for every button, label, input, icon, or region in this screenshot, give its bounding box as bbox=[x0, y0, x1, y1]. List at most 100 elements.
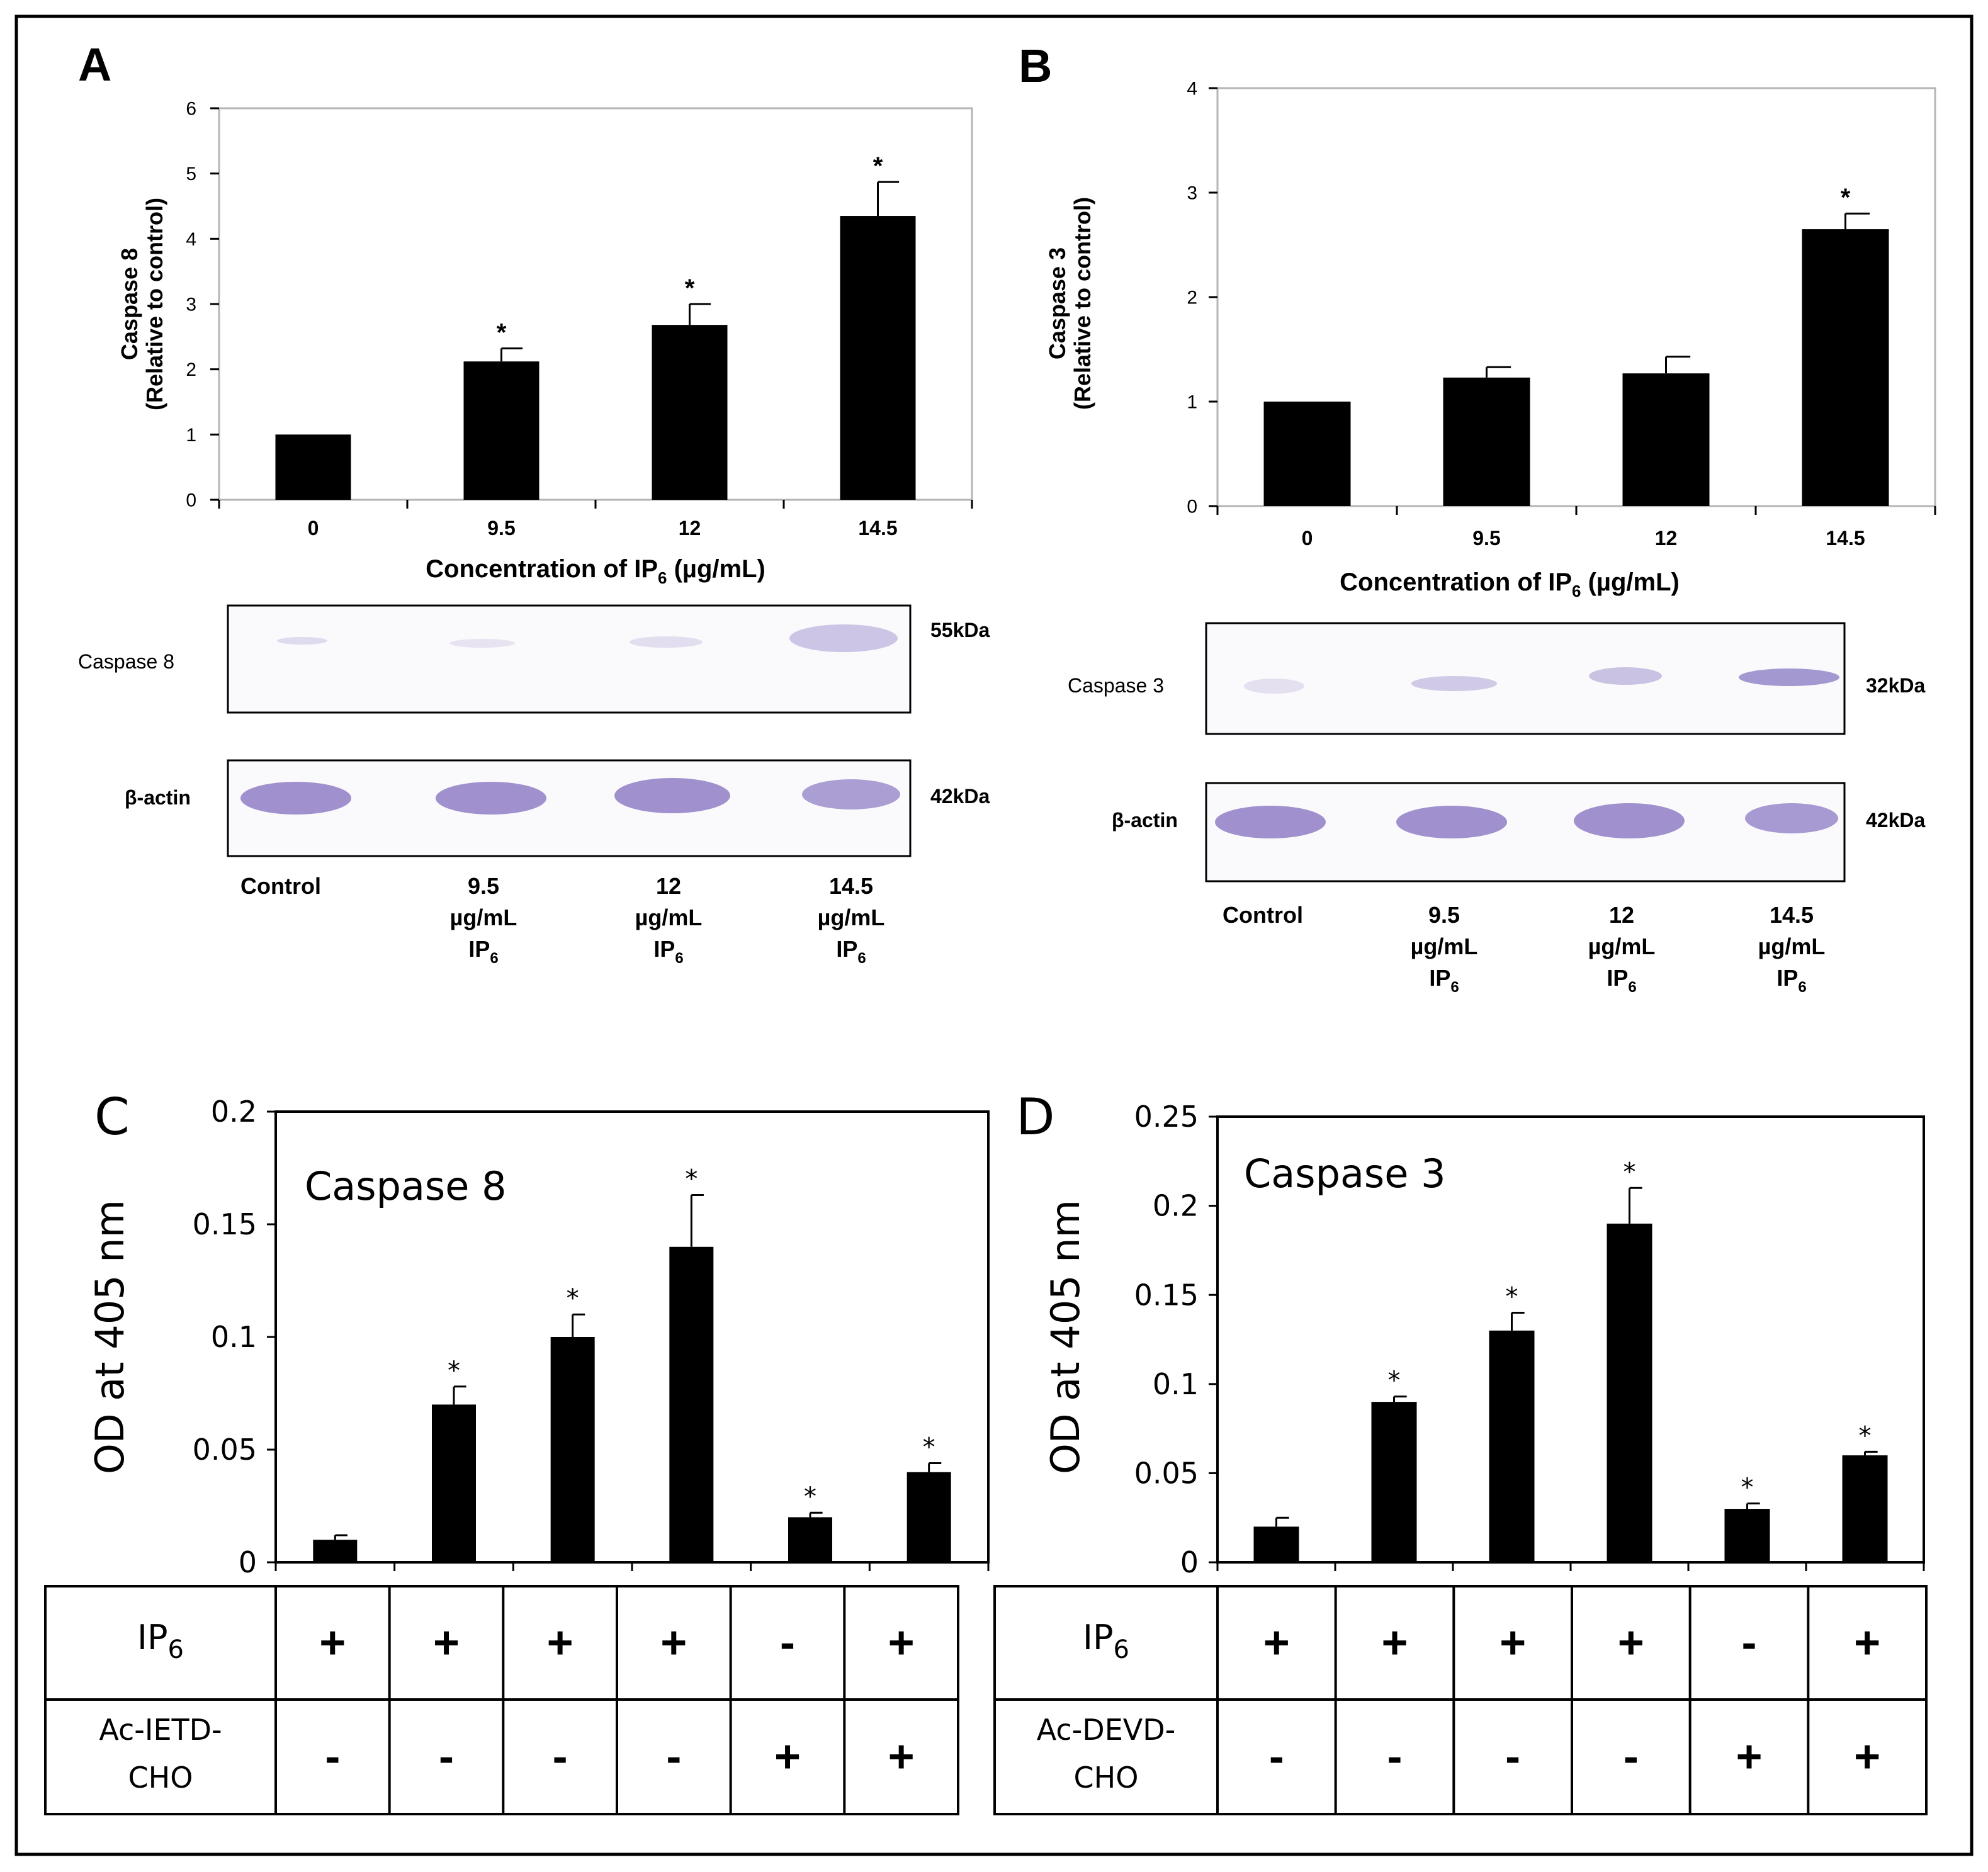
table-row-label: IP6 bbox=[1083, 1618, 1129, 1664]
panel-c-bars: * * * * * bbox=[274, 1164, 990, 1571]
significance-star: * bbox=[923, 1433, 935, 1462]
bar bbox=[1724, 1509, 1770, 1562]
panel-b-x-label-main: Concentration of IP bbox=[1340, 568, 1572, 596]
table-cell: - bbox=[1269, 1732, 1284, 1782]
lane-label-line: µg/mL bbox=[1411, 933, 1478, 959]
table-cell: + bbox=[433, 1618, 460, 1668]
table-cell: - bbox=[780, 1618, 795, 1668]
x-tick-label: 9.5 bbox=[487, 517, 515, 539]
table-cell: + bbox=[1381, 1618, 1408, 1668]
table-row-label: Ac-DEVD- bbox=[1037, 1713, 1176, 1747]
panel-c-treatment-table: IP6 Ac-IETD- CHO + + + + - + - - - - + + bbox=[44, 1585, 959, 1815]
panel-a-y-label-2: (Relative to control) bbox=[142, 198, 167, 410]
lane-label-line: µg/mL bbox=[1588, 933, 1656, 959]
panel-a-x-tick-labels: 0 9.5 12 14.5 bbox=[308, 517, 898, 539]
y-tick-label: 0.2 bbox=[211, 1095, 257, 1129]
significance-star: * bbox=[1506, 1283, 1518, 1312]
x-tick-label: 9.5 bbox=[1472, 527, 1500, 550]
bar bbox=[788, 1517, 832, 1562]
bar bbox=[1443, 377, 1530, 506]
lane-label-line: IP6 bbox=[1429, 965, 1459, 996]
table-row-label-sub: 6 bbox=[168, 1635, 184, 1664]
table-cell: - bbox=[1387, 1732, 1403, 1782]
bar bbox=[1622, 373, 1710, 506]
y-tick-label: 3 bbox=[1187, 183, 1197, 204]
lane-label-line: Control bbox=[240, 873, 321, 899]
y-tick-label: 4 bbox=[1187, 79, 1197, 99]
significance-star: * bbox=[873, 152, 883, 180]
panel-a-band-target-3 bbox=[630, 636, 703, 648]
panel-c-title: Caspase 8 bbox=[305, 1163, 507, 1209]
y-tick-label: 0 bbox=[239, 1545, 257, 1579]
lane-label-line: 9.5 bbox=[1428, 902, 1460, 928]
y-tick-label: 1 bbox=[1187, 392, 1197, 413]
panel-a-x-label-unit: (µg/mL) bbox=[667, 555, 765, 583]
table-cell: + bbox=[319, 1618, 346, 1668]
lane-label-line: IP6 bbox=[1776, 965, 1806, 996]
lane-label-ip-sub: 6 bbox=[1798, 979, 1806, 996]
y-tick-label: 0 bbox=[1180, 1545, 1199, 1579]
lane-label-ip: IP bbox=[836, 936, 857, 962]
table-row-label: IP6 bbox=[137, 1618, 184, 1664]
panel-b-blot-actin-label: β-actin bbox=[1112, 809, 1178, 832]
panel-a-band-actin-2 bbox=[436, 782, 546, 815]
bar bbox=[1842, 1455, 1888, 1562]
lane-label-line: IP6 bbox=[468, 936, 498, 967]
table-cell: - bbox=[325, 1732, 340, 1782]
y-tick-label: 0.05 bbox=[193, 1433, 257, 1467]
significance-star: * bbox=[1741, 1474, 1754, 1503]
bar bbox=[275, 434, 351, 500]
panel-d-treatment-table: IP6 Ac-DEVD- CHO + + + + - + - - - - + + bbox=[993, 1585, 1928, 1815]
x-tick-label: 12 bbox=[1655, 527, 1678, 550]
panel-b-band-target-3 bbox=[1589, 667, 1662, 685]
table-cell: - bbox=[1624, 1732, 1639, 1782]
panel-a-y-label: Caspase 8 bbox=[116, 248, 142, 360]
significance-star: * bbox=[1624, 1158, 1636, 1187]
lane-label-ip-sub: 6 bbox=[1450, 979, 1459, 996]
panel-label-d: D bbox=[1016, 1088, 1055, 1146]
y-tick-label: 0 bbox=[1187, 497, 1197, 517]
significance-star: * bbox=[448, 1356, 460, 1385]
y-tick-label: 0.25 bbox=[1134, 1100, 1199, 1134]
lane-label-line: IP6 bbox=[836, 936, 866, 967]
panel-b-x-label-unit: (µg/mL) bbox=[1581, 568, 1680, 596]
panel-a-band-target-4 bbox=[789, 624, 898, 652]
table-cell: - bbox=[1742, 1618, 1757, 1668]
panel-a-x-label: Concentration of IP6 (µg/mL) bbox=[426, 555, 765, 587]
panel-a-band-target-2 bbox=[449, 639, 515, 648]
panel-b-blot-target-kda: 32kDa bbox=[1866, 674, 1926, 697]
table-cell: + bbox=[1736, 1732, 1762, 1782]
panel-a-blot-target-kda: 55kDa bbox=[930, 619, 990, 641]
y-tick-label: 0.1 bbox=[1153, 1367, 1199, 1401]
table-cell: - bbox=[1505, 1732, 1520, 1782]
bar bbox=[550, 1337, 595, 1562]
significance-star: * bbox=[685, 1164, 697, 1193]
y-tick-label: 0.05 bbox=[1134, 1457, 1199, 1491]
panel-a-x-label-sub: 6 bbox=[658, 568, 667, 587]
table-cell: + bbox=[660, 1618, 687, 1668]
lane-label-line: µg/mL bbox=[1758, 933, 1826, 959]
table-cell: + bbox=[1499, 1618, 1526, 1668]
significance-star: * bbox=[1859, 1421, 1872, 1450]
y-tick-label: 0 bbox=[186, 490, 196, 511]
lane-label-ip: IP bbox=[468, 936, 490, 962]
lane-label-line: IP6 bbox=[653, 936, 683, 967]
lane-label-ip: IP bbox=[653, 936, 675, 962]
table-cell: + bbox=[547, 1618, 573, 1668]
lane-label-ip: IP bbox=[1776, 965, 1798, 991]
table-cell: + bbox=[774, 1732, 801, 1782]
y-tick-label: 4 bbox=[186, 229, 196, 250]
table-row-label-main: IP bbox=[137, 1618, 168, 1657]
panel-b-band-actin-1 bbox=[1215, 806, 1326, 838]
panel-a-blot-target-label: Caspase 8 bbox=[78, 650, 174, 673]
panel-label-c: C bbox=[94, 1088, 130, 1146]
significance-star: * bbox=[1841, 184, 1851, 211]
bar bbox=[463, 361, 539, 500]
bar bbox=[432, 1404, 476, 1562]
bar bbox=[1253, 1526, 1299, 1562]
y-tick-label: 2 bbox=[1187, 288, 1197, 308]
panel-d-y-ticks: 0 0.05 0.1 0.15 0.2 0.25 bbox=[1134, 1100, 1217, 1579]
table-cell: - bbox=[666, 1732, 681, 1782]
table-cell: + bbox=[1854, 1732, 1880, 1782]
panel-b-blot-target bbox=[1205, 622, 1846, 735]
